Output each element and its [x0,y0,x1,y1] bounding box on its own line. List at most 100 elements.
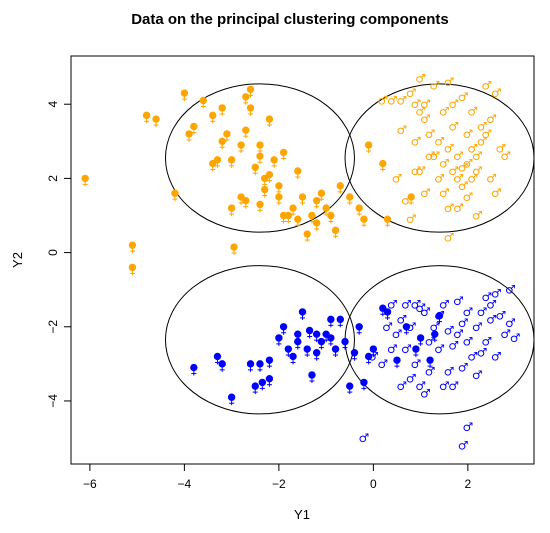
blue-male-point: ♂ [448,338,459,352]
blue-male-point: ♂ [411,357,422,371]
orange-female-point [218,104,226,116]
blue-female-point [190,363,198,376]
orange-female-point [256,152,264,165]
blue-male-point: ♂ [406,320,417,334]
orange-male-point: ♂ [434,171,445,185]
blue-male-point: ♂ [510,331,521,345]
orange-female-point [407,193,415,205]
orange-female-point [275,182,283,194]
blue-female-point [346,382,354,395]
blue-male-point: ♂ [439,379,450,393]
blue-female-point [317,337,326,350]
orange-male-point: ♂ [401,194,412,208]
x-tick-label: 2 [465,477,472,491]
orange-female-point [237,193,245,205]
blue-female-point [426,356,434,369]
orange-female-point [242,196,250,209]
orange-male-point: ♂ [425,127,436,141]
orange-female-point [322,204,330,217]
orange-male-point: ♂ [411,164,422,178]
orange-female-point [294,167,302,179]
blue-female-point [279,323,288,335]
blue-female-point [341,337,349,350]
orange-female-point [275,193,283,205]
orange-male-point: ♂ [411,97,422,111]
blue-male-point: ♂ [477,305,488,319]
chart-title: Data on the principal clustering compone… [131,11,449,28]
orange-female-point [303,230,311,243]
orange-male-point: ♂ [467,171,478,185]
orange-male-point: ♂ [387,94,398,108]
blue-male-point: ♂ [486,298,497,312]
orange-male-point: ♂ [415,71,426,85]
orange-female-point [213,156,222,168]
orange-female-point [270,156,278,168]
blue-female-point [431,330,439,343]
orange-male-point: ♂ [439,105,450,119]
blue-male-point: ♂ [496,309,507,323]
orange-female-point [246,85,255,98]
orange-male-point: ♂ [453,171,464,185]
orange-male-point: ♂ [411,134,422,148]
blue-male-point: ♂ [415,379,426,393]
orange-female-point [180,89,189,102]
orange-female-point [242,93,250,105]
blue-male-point: ♂ [377,357,388,371]
orange-female-point [355,204,363,217]
orange-female-point [223,130,231,142]
orange-female-point [190,122,198,135]
blue-female-point [246,360,255,372]
y-axis: −4 −2 0 2 4 [46,101,72,408]
blue-male-point: ♂ [505,316,516,330]
orange-male-point: ♂ [396,123,407,137]
blue-male-point: ♂ [396,312,407,326]
orange-female-point [364,141,373,154]
blue-male-point: ♂ [491,286,502,300]
orange-male-point: ♂ [434,134,445,148]
orange-female-point [227,204,236,217]
orange-female-point [294,215,302,228]
blue-female-point [369,345,378,358]
blue-female-point [227,393,236,406]
y-tick-label: −2 [46,320,60,334]
blue-male-point: ♂ [368,349,379,363]
orange-male-point: ♂ [453,201,464,215]
orange-male-point: ♂ [500,149,511,163]
x-tick-label: −6 [83,477,97,491]
orange-male-point: ♂ [491,186,502,200]
orange-female-point [360,215,368,228]
x-axis: −6 −4 −2 0 2 [83,463,472,491]
blue-male-point: ♂ [425,335,436,349]
orange-female-point [379,159,387,172]
blue-male-point: ♂ [467,349,478,363]
orange-female-point [142,111,151,124]
blue-male-point: ♂ [505,283,516,297]
orange-male-point: ♂ [444,231,455,245]
blue-female-point [303,345,311,358]
orange-male-point: ♂ [486,171,497,185]
orange-male-point: ♂ [477,134,488,148]
orange-female-point [209,111,217,124]
orange-female-point [383,215,392,228]
orange-male-point: ♂ [444,142,455,156]
orange-male-point: ♂ [429,149,440,163]
blue-female-point [256,360,264,372]
x-tick-label: −4 [178,477,192,491]
orange-female-point [218,137,226,150]
orange-male-point: ♂ [448,164,459,178]
blue-male-point: ♂ [486,312,497,326]
orange-female-point [171,189,179,202]
blue-male-point: ♂ [472,368,483,382]
orange-male-point: ♂ [481,127,492,141]
orange-female-point [312,196,321,209]
orange-female-point [152,115,160,128]
orange-female-point [346,193,354,205]
orange-male-point: ♂ [377,94,388,108]
blue-female-point [213,352,222,365]
cluster-circle-1 [164,83,355,233]
blue-male-point: ♂ [462,335,473,349]
orange-female-point [261,185,269,198]
blue-female-point [393,356,401,369]
orange-male-point: ♂ [462,127,473,141]
orange-female-point [242,126,250,139]
